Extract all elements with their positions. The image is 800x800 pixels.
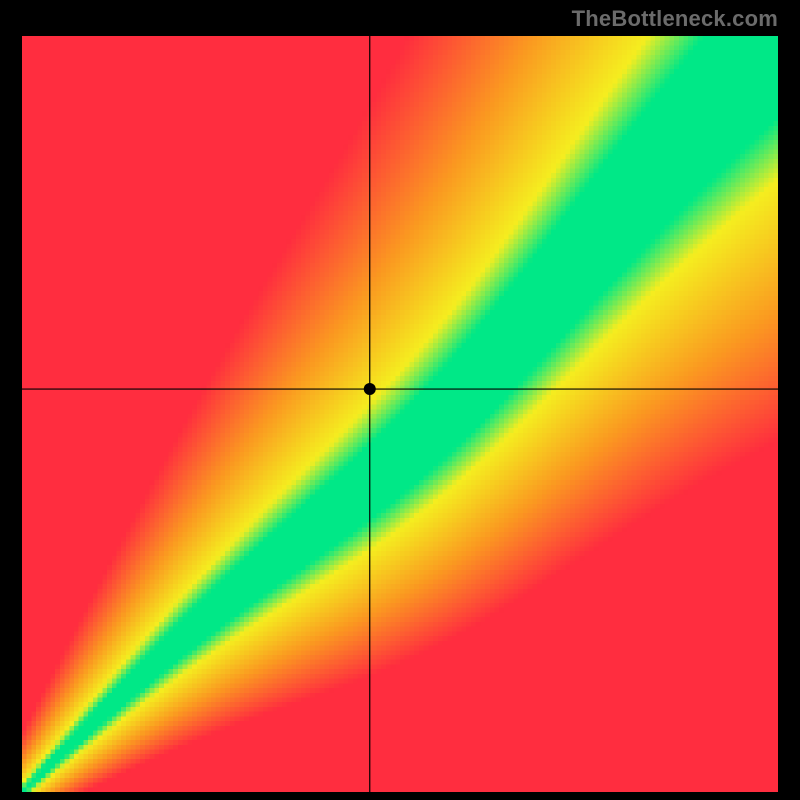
bottleneck-heatmap bbox=[22, 36, 778, 792]
chart-container: TheBottleneck.com bbox=[0, 0, 800, 800]
watermark-text: TheBottleneck.com bbox=[572, 6, 778, 32]
